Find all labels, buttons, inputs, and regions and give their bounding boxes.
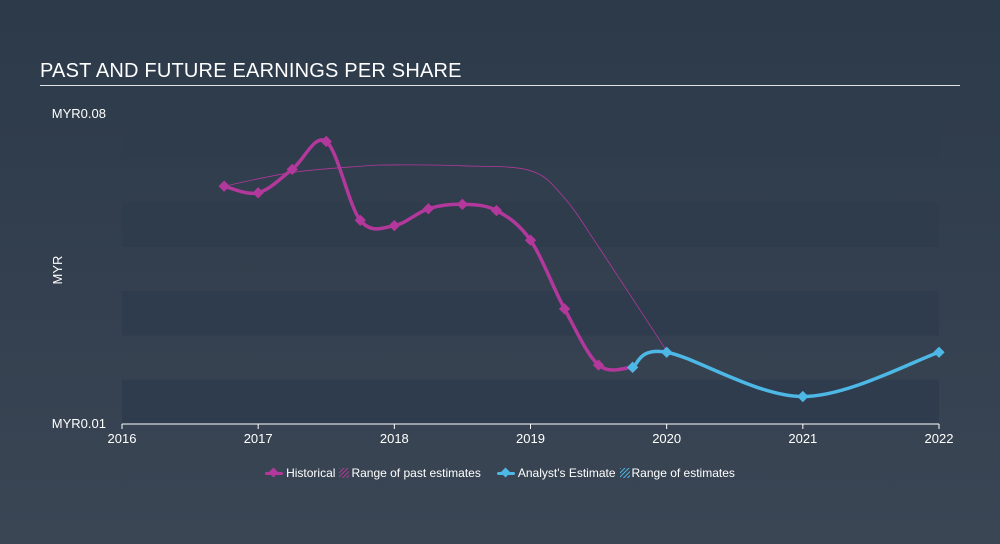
legend-analyst-label: Analyst's Estimate [517, 466, 616, 480]
y-axis-label: MYR [50, 256, 65, 285]
historical-point [456, 198, 469, 210]
legend-historical-swatch [265, 466, 284, 480]
background-bands [122, 114, 939, 424]
historical-point [592, 359, 605, 371]
legend-historical-label: Historical [286, 466, 336, 480]
analyst-estimate-line [630, 349, 941, 399]
legend-range-future[interactable]: Range of estimates [619, 466, 735, 480]
x-axis: 2016 2017 2018 2019 2020 2021 2022 [108, 423, 954, 446]
x-tick-label: 2020 [652, 431, 681, 446]
historical-point [252, 187, 264, 199]
y-tick-label: MYR0.01 [52, 416, 106, 431]
analyst-estimate-point [626, 361, 639, 373]
legend-range-past[interactable]: Range of past estimates [339, 466, 481, 480]
legend-range-future-label: Range of estimates [631, 466, 735, 480]
analyst-estimate-point [797, 390, 809, 403]
historical-point [422, 203, 435, 215]
plot-band [122, 379, 939, 424]
historical-point [218, 180, 230, 192]
series-lines [222, 138, 941, 399]
x-tick-label: 2019 [516, 431, 545, 446]
historical-point [558, 303, 571, 315]
plot-band [122, 291, 939, 336]
x-tick-label: 2022 [925, 431, 954, 446]
legend-range-past-swatch [339, 468, 350, 478]
y-tick-label: MYR0.08 [52, 106, 106, 121]
title-divider [40, 85, 960, 86]
legend-range-future-swatch [619, 468, 630, 478]
legend-analyst[interactable]: Analyst's Estimate [496, 466, 616, 480]
legend-analyst-swatch [496, 466, 515, 480]
y-axis: MYR0.08 MYR0.01 [52, 106, 106, 431]
chart-title: PAST AND FUTURE EARNINGS PER SHARE [40, 60, 462, 82]
series-markers [218, 135, 945, 403]
historical-point [490, 204, 503, 217]
x-tick-label: 2018 [380, 431, 409, 446]
plot-band [122, 114, 939, 159]
x-tick-label: 2016 [108, 431, 137, 446]
range-past-line [223, 164, 668, 352]
x-tick-label: 2017 [244, 431, 273, 446]
historical-point [388, 219, 400, 232]
historical-point [354, 214, 366, 226]
analyst-estimate-point [933, 346, 945, 358]
legend: Historical Range of past estimates Analy… [0, 466, 1000, 480]
historical-point [524, 234, 537, 246]
analyst-estimate-point [661, 346, 673, 358]
historical-point [286, 163, 298, 176]
x-tick-label: 2021 [788, 431, 817, 446]
historical-line [222, 138, 635, 372]
legend-range-past-label: Range of past estimates [351, 466, 481, 480]
legend-historical[interactable]: Historical [265, 466, 335, 480]
historical-point [320, 135, 332, 148]
